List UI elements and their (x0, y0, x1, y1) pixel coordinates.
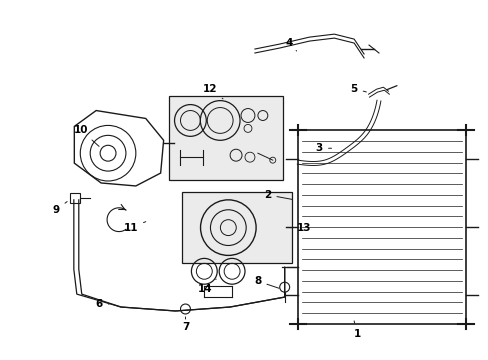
Text: 13: 13 (289, 222, 311, 233)
Text: 14: 14 (198, 279, 216, 294)
Text: 11: 11 (123, 222, 145, 233)
Text: 12: 12 (203, 84, 223, 99)
Text: 2: 2 (264, 190, 291, 200)
Text: 8: 8 (254, 276, 279, 288)
Bar (182, 192, 291, 264)
Text: 4: 4 (285, 38, 296, 51)
Text: 3: 3 (315, 143, 331, 153)
Bar (297, 130, 466, 324)
Bar (70, 193, 80, 203)
Text: 6: 6 (95, 299, 109, 309)
Text: 10: 10 (74, 125, 99, 147)
Text: 5: 5 (350, 84, 366, 94)
Bar (168, 96, 282, 180)
Text: 9: 9 (53, 202, 67, 215)
Text: 7: 7 (182, 317, 189, 332)
Text: 1: 1 (353, 321, 360, 339)
